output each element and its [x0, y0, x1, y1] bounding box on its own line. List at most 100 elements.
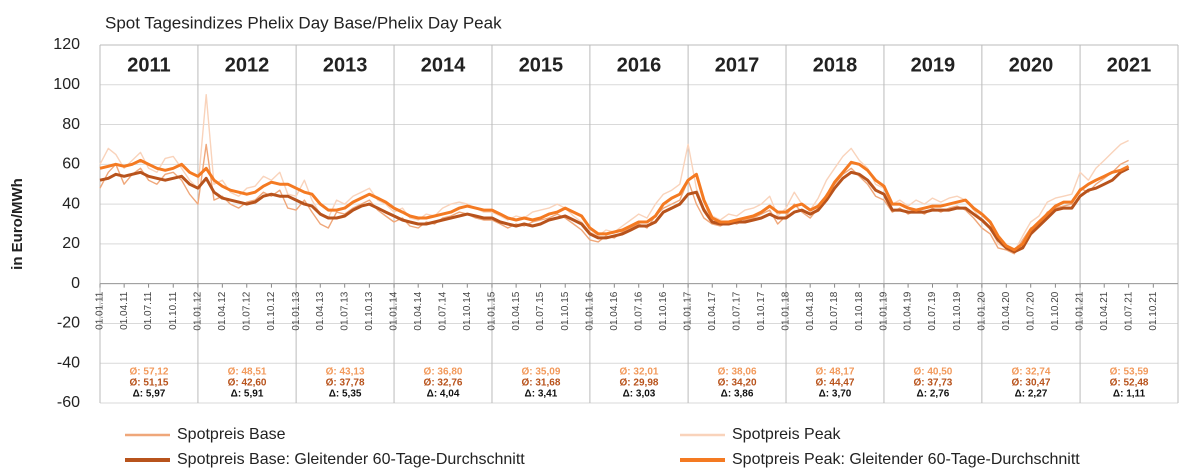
x-tick-label: 01.01.13 — [291, 291, 302, 330]
x-tick-label: 01.10.13 — [364, 291, 375, 330]
x-tick-label: 01.10.18 — [854, 291, 865, 330]
year-peak-average: Ø: 53,59 — [1110, 367, 1149, 378]
year-delta: Δ: 3,86 — [721, 389, 754, 400]
series-line — [99, 94, 1129, 253]
year-label: 2013 — [323, 54, 368, 76]
legend-label: Spotpreis Base — [177, 426, 286, 443]
x-tick-label: 01.10.12 — [266, 291, 277, 330]
y-tick-label: 60 — [62, 156, 80, 173]
x-tick-label: 01.07.13 — [339, 291, 350, 330]
year-base-average: Ø: 29,98 — [620, 378, 659, 389]
x-tick-label: 01.10.16 — [658, 291, 669, 330]
year-peak-average: Ø: 40,50 — [913, 367, 952, 378]
x-tick-label: 01.07.20 — [1025, 291, 1036, 330]
year-delta: Δ: 5,91 — [231, 389, 264, 400]
legend-label: Spotpreis Peak — [732, 426, 842, 443]
y-tick-label: -40 — [57, 354, 80, 371]
x-tick-label: 01.10.21 — [1148, 291, 1159, 330]
year-peak-average: Ø: 48,17 — [816, 367, 855, 378]
y-tick-label: 80 — [62, 116, 80, 133]
year-peak-average: Ø: 48,51 — [228, 367, 267, 378]
year-delta: Δ: 3,41 — [525, 389, 558, 400]
x-tick-label: 01.10.19 — [952, 291, 963, 330]
x-tick-label: 01.04.21 — [1099, 291, 1110, 330]
series-line — [99, 143, 1129, 255]
chart-title: Spot Tagesindizes Phelix Day Base/Phelix… — [105, 13, 502, 32]
x-tick-label: 01.04.20 — [1001, 291, 1012, 330]
x-tick-label: 01.04.16 — [609, 291, 620, 330]
year-label: 2019 — [911, 54, 956, 76]
x-tick-label: 01.01.18 — [781, 291, 792, 330]
year-label: 2014 — [421, 54, 466, 76]
x-tick-label: 01.01.19 — [879, 291, 890, 330]
year-delta: Δ: 5,35 — [329, 389, 362, 400]
y-tick-label: -60 — [57, 394, 80, 411]
x-tick-label: 01.01.11 — [95, 291, 106, 330]
x-tick-label: 01.10.15 — [560, 291, 571, 330]
year-peak-average: Ø: 32,01 — [620, 367, 659, 378]
x-tick-label: 01.10.20 — [1050, 291, 1061, 330]
year-label: 2016 — [617, 54, 662, 76]
x-tick-label: 01.04.13 — [315, 291, 326, 330]
year-peak-average: Ø: 43,13 — [326, 367, 365, 378]
year-base-average: Ø: 30,47 — [1012, 378, 1051, 389]
x-tick-label: 01.07.19 — [927, 291, 938, 330]
y-tick-label: 20 — [62, 235, 80, 252]
year-delta: Δ: 3,70 — [819, 389, 852, 400]
year-base-average: Ø: 37,73 — [913, 378, 952, 389]
x-tick-label: 01.07.14 — [437, 291, 448, 330]
x-tick-label: 01.01.14 — [389, 291, 400, 330]
year-base-average: Ø: 42,60 — [228, 378, 267, 389]
x-tick-label: 01.04.18 — [805, 291, 816, 330]
year-delta: Δ: 3,03 — [623, 389, 656, 400]
x-tick-label: 01.04.14 — [413, 291, 424, 330]
year-base-average: Ø: 32,76 — [424, 378, 463, 389]
x-tick-label: 01.01.21 — [1075, 291, 1086, 330]
x-tick-label: 01.10.11 — [168, 291, 179, 330]
year-label: 2012 — [225, 54, 270, 76]
year-base-average: Ø: 52,48 — [1110, 378, 1149, 389]
year-base-average: Ø: 44,47 — [816, 378, 855, 389]
year-label: 2017 — [715, 54, 760, 76]
x-tick-label: 01.07.11 — [143, 291, 154, 330]
x-tick-label: 01.07.15 — [535, 291, 546, 330]
year-base-average: Ø: 51,15 — [130, 378, 169, 389]
x-tick-label: 01.01.17 — [683, 291, 694, 330]
x-tick-label: 01.01.12 — [193, 291, 204, 330]
y-axis-label: in Euro/MWh — [9, 178, 26, 270]
year-peak-average: Ø: 57,12 — [130, 367, 169, 378]
year-label: 2021 — [1107, 54, 1152, 76]
x-tick-label: 01.07.16 — [633, 291, 644, 330]
x-tick-label: 01.01.15 — [487, 291, 498, 330]
year-peak-average: Ø: 38,06 — [718, 367, 757, 378]
year-base-average: Ø: 34,20 — [718, 378, 757, 389]
year-delta: Δ: 1,11 — [1113, 389, 1146, 400]
x-tick-label: 01.07.18 — [829, 291, 840, 330]
year-delta: Δ: 2,27 — [1015, 389, 1048, 400]
year-peak-average: Ø: 36,80 — [424, 367, 463, 378]
x-tick-label: 01.07.21 — [1123, 291, 1134, 330]
year-label: 2020 — [1009, 54, 1054, 76]
year-peak-average: Ø: 32,74 — [1012, 367, 1051, 378]
x-tick-label: 01.10.17 — [756, 291, 767, 330]
x-tick-label: 01.07.17 — [731, 291, 742, 330]
x-tick-label: 01.01.16 — [585, 291, 596, 330]
y-tick-label: 100 — [53, 76, 80, 93]
y-tick-label: 40 — [62, 195, 80, 212]
year-delta: Δ: 5,97 — [133, 389, 166, 400]
year-delta: Δ: 2,76 — [917, 389, 950, 400]
year-peak-average: Ø: 35,09 — [521, 367, 560, 378]
x-tick-label: 01.04.15 — [511, 291, 522, 330]
year-label: 2018 — [813, 54, 858, 76]
legend-label: Spotpreis Base: Gleitender 60-Tage-Durch… — [177, 451, 525, 468]
y-tick-label: -20 — [57, 315, 80, 332]
x-tick-label: 01.04.17 — [707, 291, 718, 330]
x-tick-label: 01.04.12 — [217, 291, 228, 330]
x-tick-label: 01.04.11 — [119, 291, 130, 330]
x-tick-label: 01.07.12 — [241, 291, 252, 330]
y-tick-label: 0 — [71, 275, 80, 292]
series-line — [99, 158, 1130, 252]
legend-label: Spotpreis Peak: Gleitender 60-Tage-Durch… — [732, 451, 1080, 468]
x-tick-label: 01.10.14 — [462, 291, 473, 330]
